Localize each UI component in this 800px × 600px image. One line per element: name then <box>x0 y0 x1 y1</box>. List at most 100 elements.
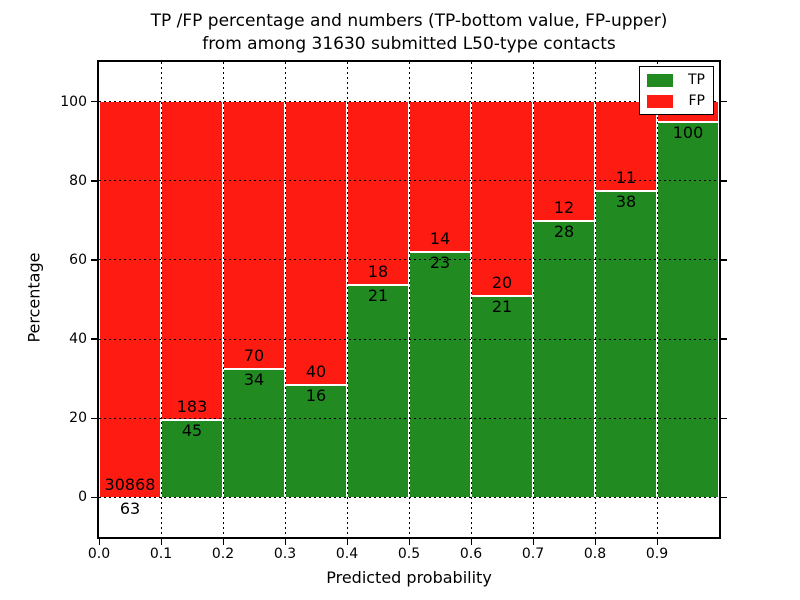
gridline-h <box>99 180 719 182</box>
gridline-h <box>99 338 719 340</box>
bar-segment-fp <box>100 101 160 497</box>
x-tick-label: 0.4 <box>335 546 359 562</box>
gridline-h <box>99 259 719 261</box>
bar-label-fp: 18 <box>367 262 389 282</box>
y-tick-right <box>721 180 727 182</box>
x-tick <box>160 539 162 545</box>
plot-frame: TP FP 30868 63 183 45 70 34 40 16 18 21 14 23 20 21 12… <box>97 60 721 539</box>
bar-label-fp: 183 <box>176 397 208 417</box>
x-tick-label: 0.5 <box>397 546 421 562</box>
y-tick-label: 20 <box>69 410 87 427</box>
bar-label-tp: 45 <box>181 421 203 441</box>
y-tick-label: 0 <box>78 489 87 506</box>
gridline-v <box>346 62 348 537</box>
x-tick <box>98 539 100 545</box>
x-tick-label: 0.3 <box>273 546 297 562</box>
y-tick-right <box>721 496 727 499</box>
bar-segment-fp <box>162 101 222 420</box>
bar-segment-fp <box>410 101 470 252</box>
y-tick <box>91 259 97 261</box>
gridline-v <box>160 62 162 537</box>
bar-label-tp: 16 <box>305 386 327 406</box>
gridline-v <box>222 62 224 537</box>
x-tick-label: 0.0 <box>87 546 111 562</box>
chart-title-line2: from among 31630 submitted L50-type cont… <box>202 34 616 54</box>
bar-segment-fp <box>348 101 408 285</box>
bar-segment-tp <box>348 284 408 498</box>
y-tick-label: 80 <box>69 172 87 189</box>
x-tick-label: 0.2 <box>211 546 235 562</box>
y-tick-right <box>721 259 727 261</box>
bar-label-fp: 30868 <box>104 474 156 494</box>
gridline-v <box>532 62 534 537</box>
gridline-v <box>656 62 658 537</box>
bar-label-tp: 21 <box>491 296 513 316</box>
x-tick <box>656 539 658 545</box>
y-tick <box>91 180 97 182</box>
gridline-v <box>284 62 286 537</box>
y-tick <box>91 338 97 340</box>
gridline-v <box>594 62 596 537</box>
fp-swatch <box>647 94 673 108</box>
legend: TP FP <box>639 66 714 115</box>
x-tick <box>284 539 286 545</box>
bar-segment-tp <box>596 190 656 498</box>
y-tick-right <box>721 417 727 419</box>
chart-title: TP /FP percentage and numbers (TP-bottom… <box>99 10 719 56</box>
bar-label-tp: 28 <box>553 222 575 242</box>
x-tick <box>222 539 224 545</box>
plot-area: TP FP 30868 63 183 45 70 34 40 16 18 21 14 23 20 21 12… <box>99 62 719 537</box>
bar-label-fp: 70 <box>243 345 265 365</box>
bar-label-tp: 23 <box>429 253 451 273</box>
gridline-v <box>408 62 410 537</box>
bar-segment-fp <box>224 101 284 368</box>
bar-label-tp: 100 <box>672 122 704 142</box>
bar-segment-fp <box>596 101 656 191</box>
legend-label-tp: TP <box>688 72 705 88</box>
y-tick-right <box>721 338 727 340</box>
bar-segment-tp <box>534 220 594 498</box>
chart-title-line1: TP /FP percentage and numbers (TP-bottom… <box>150 11 668 31</box>
gridline-h <box>99 101 719 103</box>
gridline-v <box>470 62 472 537</box>
bar-segment-tp <box>286 384 346 498</box>
legend-label-fp: FP <box>688 93 706 109</box>
bar-label-fp: 14 <box>429 229 451 249</box>
bar-segment-fp <box>534 101 594 221</box>
bar-segment-tp <box>472 294 532 498</box>
y-tick-label: 60 <box>69 251 87 268</box>
y-tick-label: 40 <box>69 331 87 348</box>
x-tick-label: 0.1 <box>149 546 173 562</box>
bar-segment-tp <box>162 419 222 498</box>
x-tick <box>594 539 596 545</box>
x-tick-label: 0.9 <box>645 546 669 562</box>
y-tick <box>91 496 97 499</box>
bar-label-fp: 40 <box>305 362 327 382</box>
x-tick <box>532 539 534 545</box>
bar-segment-tp <box>410 251 470 498</box>
bar-label-tp: 38 <box>615 192 637 212</box>
bar-label-tp: 34 <box>243 369 265 389</box>
legend-item-fp: FP <box>647 93 705 109</box>
y-tick <box>91 417 97 419</box>
bar-segment-fp <box>472 101 532 295</box>
bar-segment-fp <box>286 101 346 385</box>
tp-swatch <box>647 73 673 87</box>
y-tick-label: 100 <box>60 93 87 110</box>
x-tick-label: 0.8 <box>583 546 607 562</box>
gridline-h <box>99 496 719 498</box>
x-tick-label: 0.7 <box>521 546 545 562</box>
bar-segment-tp <box>658 120 718 498</box>
x-tick <box>470 539 472 545</box>
bar-label-tp: 21 <box>367 286 389 306</box>
x-tick <box>408 539 410 545</box>
y-tick <box>91 100 97 103</box>
bar-label-fp: 11 <box>615 168 637 188</box>
bar-label-tp: 63 <box>119 498 141 518</box>
x-tick <box>346 539 348 545</box>
gridline-h <box>99 417 719 419</box>
legend-item-tp: TP <box>647 72 705 88</box>
bar-label-fp: 20 <box>491 272 513 292</box>
x-axis-label: Predicted probability <box>326 568 492 587</box>
y-axis-label: Percentage <box>24 252 44 343</box>
